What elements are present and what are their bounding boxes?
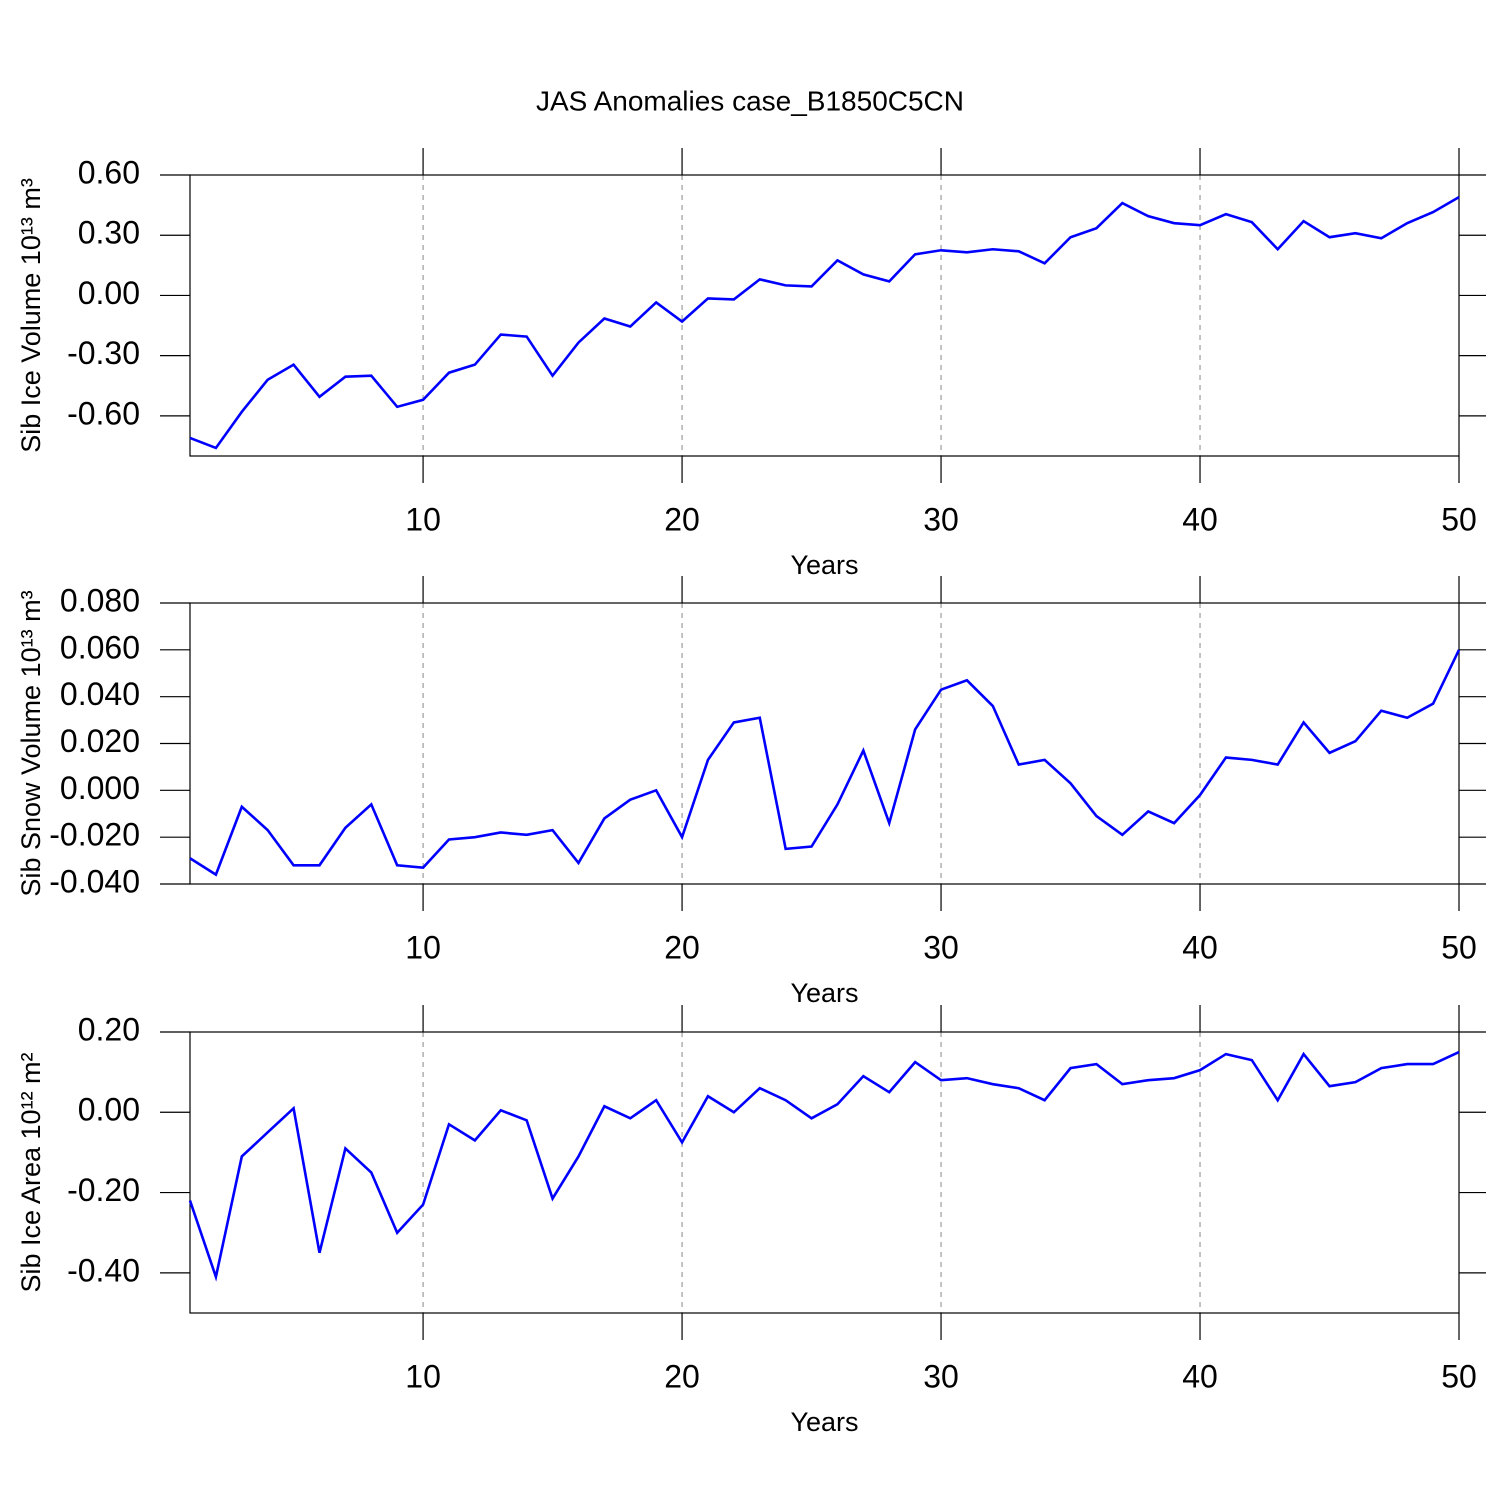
x-tick-label: 50 [1441,1358,1477,1394]
x-tick-label: 10 [405,1358,441,1394]
y-tick-label: 0.00 [78,1092,140,1128]
data-line [189,195,1460,450]
y-tick-label: -0.60 [67,395,140,431]
chart-title: JAS Anomalies case_B1850C5CN [536,85,964,116]
data-line [188,1050,1460,1282]
x-tick-label: 20 [664,1358,700,1394]
x-tick-label: 10 [405,929,441,965]
plot-frame [189,602,1460,885]
y-tick-label: 0.040 [60,676,140,712]
x-tick-label: 50 [1441,501,1477,537]
data-line [189,649,1461,877]
y-tick-label: 0.00 [78,275,140,311]
x-axis-label: Years [790,978,858,1008]
y-tick-label: -0.040 [49,863,140,899]
x-tick-label: 10 [405,501,441,537]
y-tick-label: 0.020 [60,723,140,759]
x-tick-label: 40 [1182,501,1218,537]
y-tick-label: -0.20 [67,1172,140,1208]
y-tick-label: 0.60 [78,154,140,190]
x-axis-label: Years [790,1407,858,1437]
y-tick-label: -0.020 [49,817,140,853]
x-tick-label: 20 [664,929,700,965]
y-axis-label: Sib Ice Volume 10¹³ m³ [16,178,46,453]
y-tick-label: -0.30 [67,335,140,371]
x-tick-label: 30 [923,929,959,965]
x-tick-label: 30 [923,501,959,537]
x-axis-label: Years [790,550,858,580]
y-tick-label: 0.000 [60,770,140,806]
y-tick-label: -0.40 [67,1252,140,1288]
x-tick-label: 30 [923,1358,959,1394]
x-tick-label: 20 [664,501,700,537]
plot-frame [189,174,1460,457]
x-tick-label: 40 [1182,1358,1218,1394]
y-tick-label: 0.080 [60,582,140,618]
y-axis-label: Sib Snow Volume 10¹³ m³ [16,590,46,896]
x-tick-label: 50 [1441,929,1477,965]
y-tick-label: 0.30 [78,215,140,251]
y-axis-label: Sib Ice Area 10¹² m² [16,1052,46,1292]
plot-frame [189,1031,1460,1314]
x-tick-label: 40 [1182,929,1218,965]
y-tick-label: 0.060 [60,629,140,665]
y-tick-label: 0.20 [78,1011,140,1047]
